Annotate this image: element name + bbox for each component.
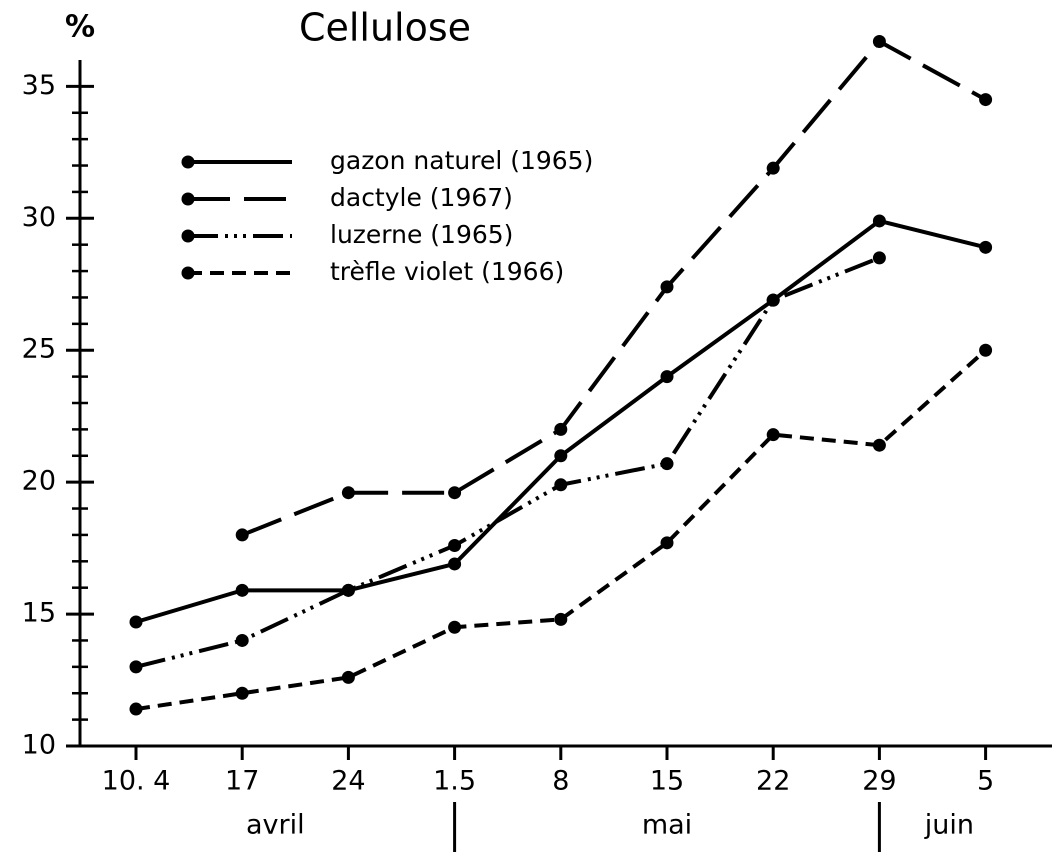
data-point bbox=[129, 615, 143, 629]
series-line bbox=[135, 256, 881, 669]
legend-marker bbox=[181, 229, 195, 243]
legend-label: dactyle (1967) bbox=[330, 183, 513, 212]
data-point bbox=[554, 422, 568, 436]
y-tick-label: 35 bbox=[22, 70, 56, 101]
legend-marker bbox=[181, 155, 195, 169]
x-tick-label: 22 bbox=[756, 766, 790, 797]
legend-label: trèfle violet (1966) bbox=[330, 257, 564, 286]
x-tick-label: 8 bbox=[552, 766, 569, 797]
data-point bbox=[660, 457, 674, 471]
data-point bbox=[448, 557, 462, 571]
data-point bbox=[660, 370, 674, 384]
data-point bbox=[448, 486, 462, 500]
month-label: juin bbox=[924, 810, 974, 841]
data-point bbox=[872, 251, 886, 265]
data-point bbox=[872, 35, 886, 49]
data-point bbox=[341, 670, 355, 684]
legend-label: gazon naturel (1965) bbox=[330, 146, 593, 175]
x-tick-label: 29 bbox=[862, 766, 896, 797]
data-point bbox=[660, 280, 674, 294]
series-line bbox=[135, 348, 987, 712]
month-label: mai bbox=[642, 810, 692, 841]
y-tick-label: 30 bbox=[22, 202, 56, 233]
x-tick-label: 1.5 bbox=[433, 766, 476, 797]
legend-marker bbox=[181, 192, 195, 206]
y-axis-label: % bbox=[65, 10, 95, 45]
chart-title: Cellulose bbox=[299, 6, 471, 50]
data-point bbox=[979, 343, 993, 357]
data-point bbox=[554, 478, 568, 492]
legend-marker bbox=[181, 266, 195, 280]
data-point bbox=[554, 449, 568, 463]
data-point bbox=[979, 240, 993, 254]
data-point bbox=[129, 660, 143, 674]
legend-label: luzerne (1965) bbox=[330, 220, 513, 249]
data-point bbox=[341, 486, 355, 500]
data-point bbox=[766, 161, 780, 175]
data-point bbox=[660, 536, 674, 550]
data-point bbox=[341, 583, 355, 597]
data-point bbox=[235, 686, 249, 700]
y-tick-label: 15 bbox=[22, 598, 56, 629]
y-tick-label: 10 bbox=[22, 730, 56, 761]
data-point bbox=[129, 702, 143, 716]
data-point bbox=[766, 293, 780, 307]
data-point bbox=[979, 93, 993, 107]
data-point bbox=[554, 612, 568, 626]
data-point bbox=[872, 214, 886, 228]
x-tick-label: 24 bbox=[331, 766, 365, 797]
data-point bbox=[235, 528, 249, 542]
y-tick-label: 20 bbox=[22, 466, 56, 497]
data-point bbox=[235, 583, 249, 597]
y-tick-label: 25 bbox=[22, 334, 56, 365]
data-point bbox=[235, 633, 249, 647]
data-point bbox=[766, 428, 780, 442]
x-tick-label: 17 bbox=[225, 766, 259, 797]
x-tick-label: 5 bbox=[977, 766, 994, 797]
x-tick-label: 15 bbox=[650, 766, 684, 797]
x-tick-label: 10. 4 bbox=[102, 766, 171, 797]
data-point bbox=[448, 538, 462, 552]
month-label: avril bbox=[246, 810, 305, 841]
data-point bbox=[872, 438, 886, 452]
data-point bbox=[448, 620, 462, 634]
series-line bbox=[241, 38, 987, 537]
